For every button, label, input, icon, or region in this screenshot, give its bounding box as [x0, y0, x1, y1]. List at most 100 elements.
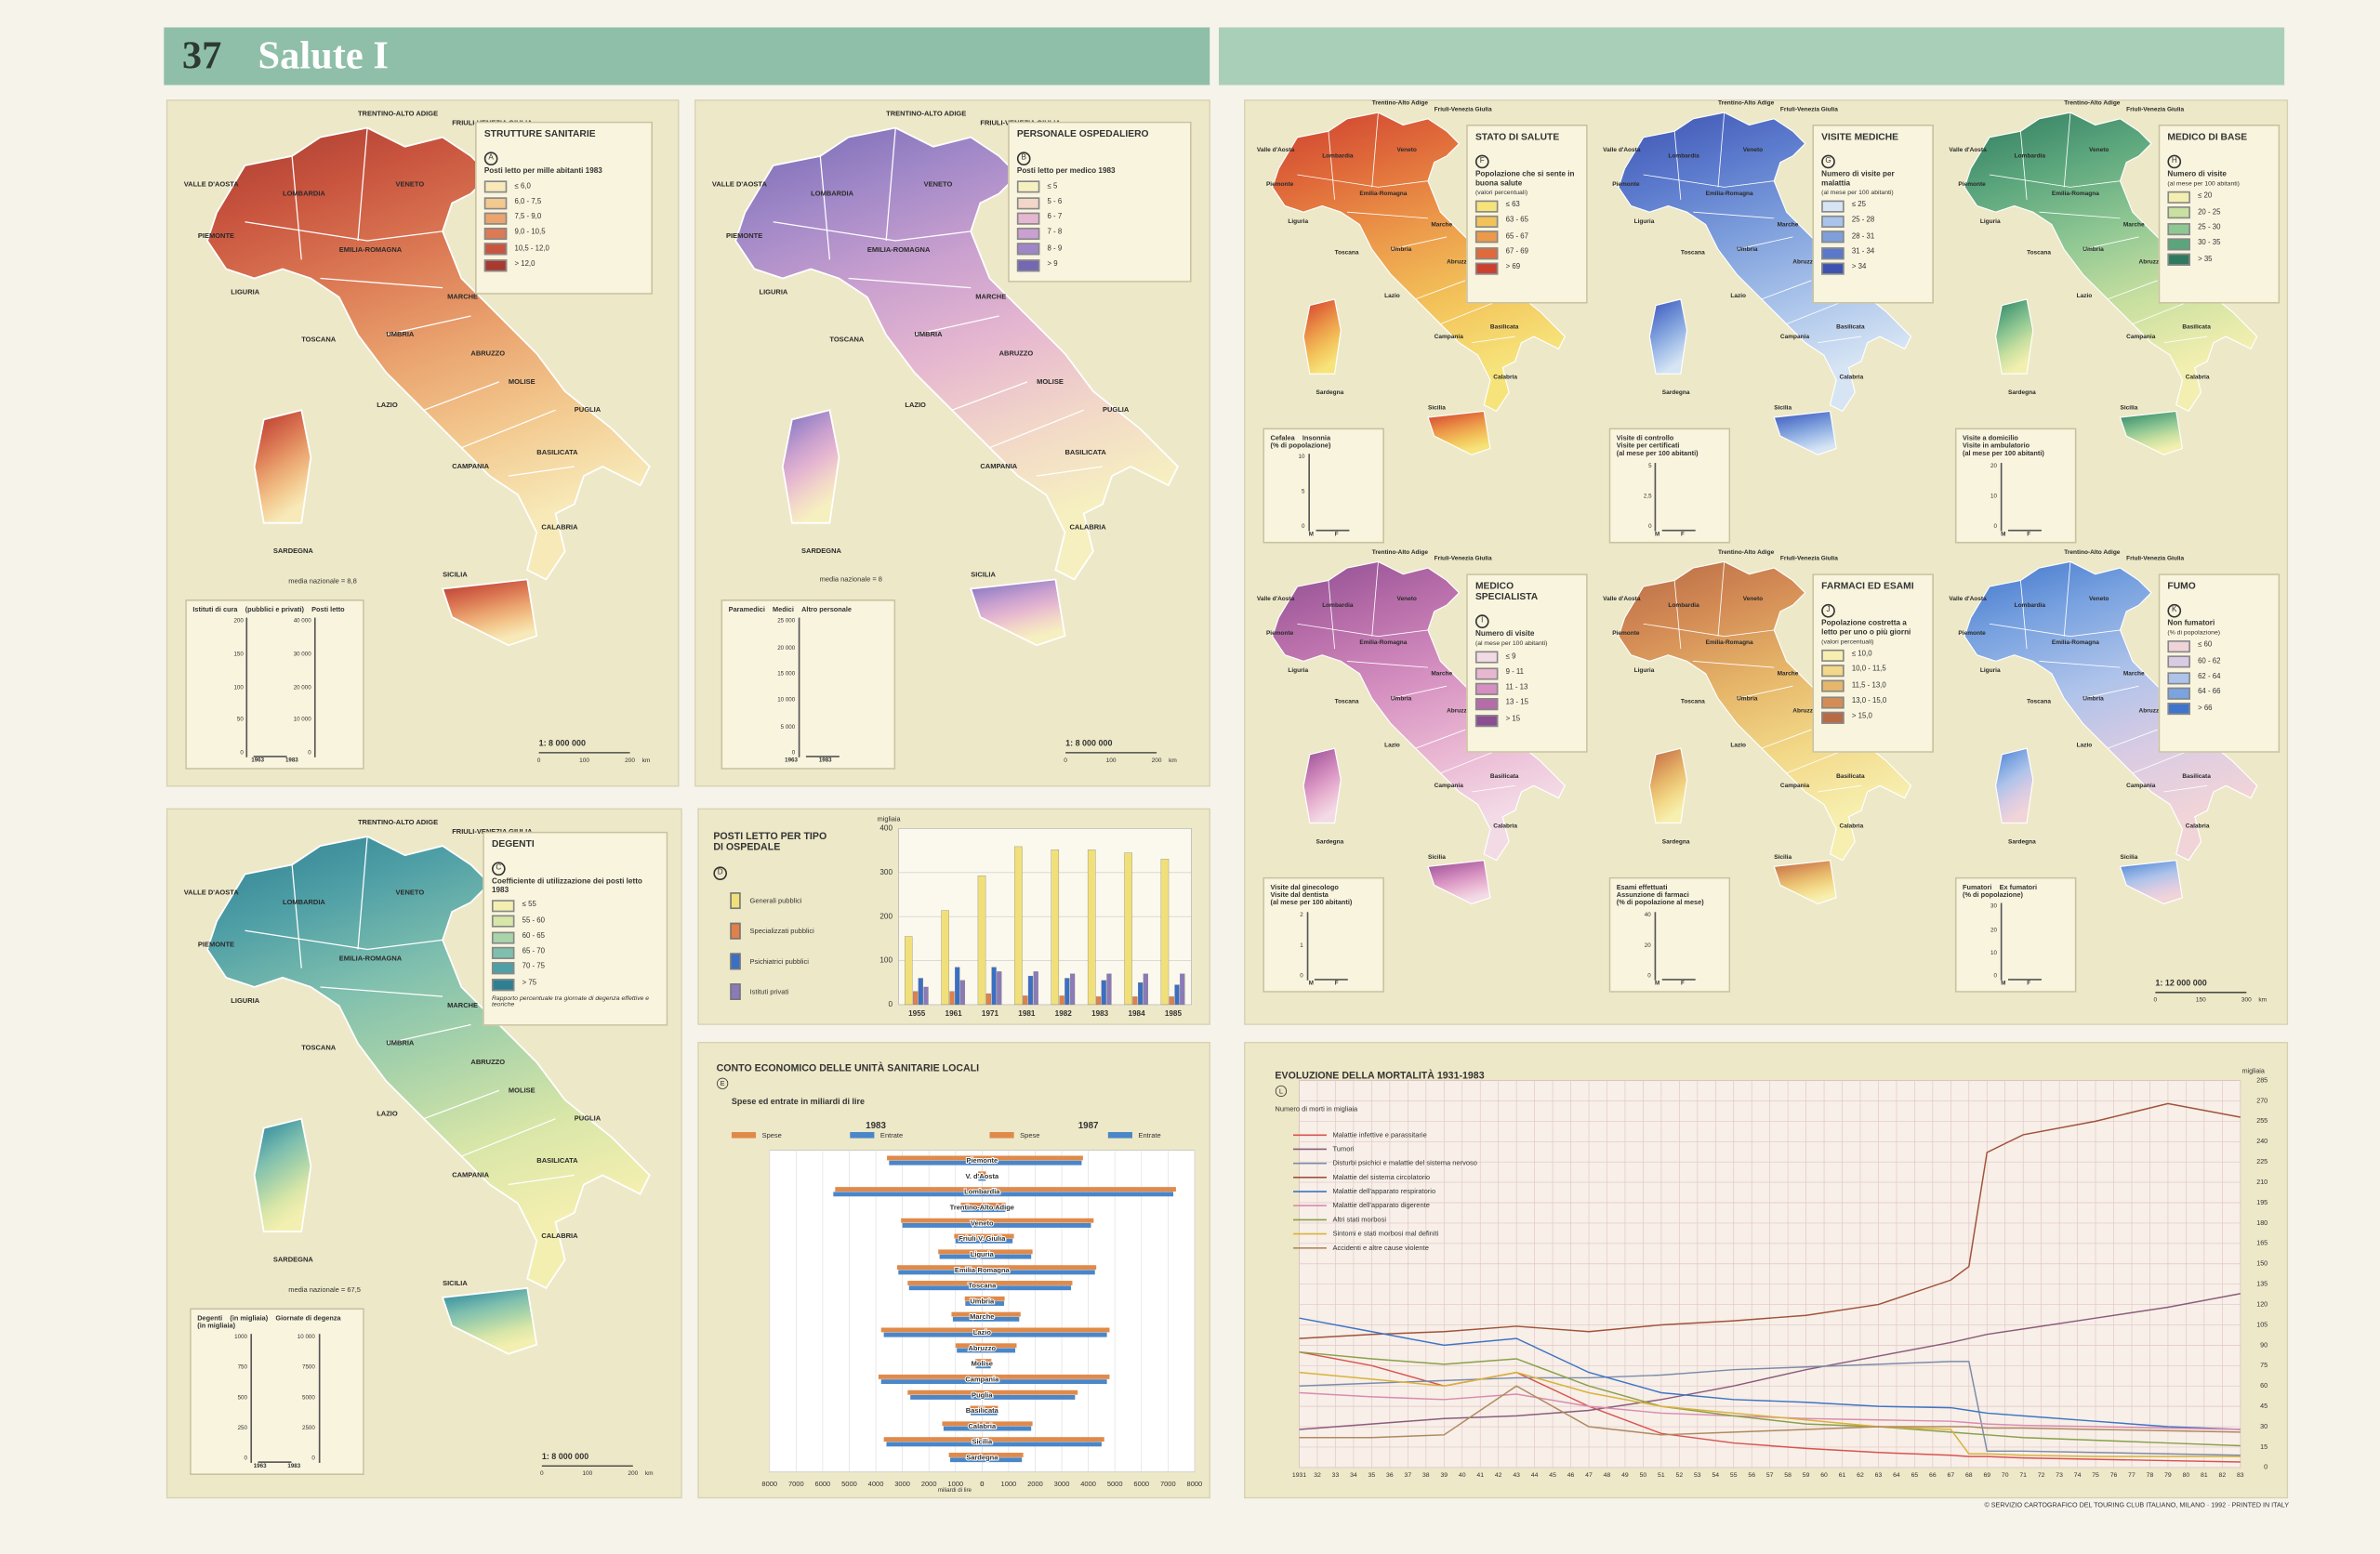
inset-tick: 5 — [1648, 462, 1652, 468]
land — [2119, 410, 2184, 455]
land — [1773, 410, 1837, 455]
region-border — [1328, 131, 1336, 200]
bar — [942, 1421, 983, 1427]
inset-label: Ex fumatori — [1999, 883, 2038, 891]
land — [1272, 560, 1566, 862]
land — [1995, 298, 2034, 375]
region-label: SICILIA — [443, 570, 468, 578]
category-label: Lombardia — [964, 1188, 1000, 1196]
legend-letter: I — [1474, 615, 1489, 629]
region-border — [773, 221, 972, 242]
region-label: EMILIA-ROMAGNA — [339, 955, 403, 963]
inset-tick: 0 — [1648, 523, 1652, 531]
legend-row: 30 - 35 — [2167, 238, 2270, 251]
region-label: Calabria — [1840, 823, 1864, 830]
region-label: Emilia-Romagna — [2052, 191, 2099, 197]
bar — [902, 1223, 983, 1228]
series-line — [1299, 1371, 2241, 1457]
bar — [978, 1171, 983, 1177]
scale-tick: 300 — [2241, 997, 2252, 1004]
region-border — [2107, 729, 2158, 749]
inset-tick: 40 000 — [293, 617, 311, 625]
inset-label: Paramedici — [728, 605, 765, 613]
legend-label: > 12,0 — [514, 260, 536, 270]
inset-label: (in migliaia) — [230, 1313, 269, 1323]
legend-label: 10,5 - 12,0 — [514, 245, 549, 254]
legend-row: 67 - 69 — [1474, 246, 1579, 259]
region-label: Liguria — [1980, 667, 2001, 674]
legend-swatch — [730, 922, 741, 940]
region-label: Lazio — [2077, 743, 2093, 749]
category-label: V. d'Aosta — [965, 1172, 999, 1180]
bar — [883, 1332, 983, 1337]
x-tick-label: 8000 — [1187, 1480, 1203, 1488]
region-label: MOLISE — [1037, 377, 1064, 386]
region-label: LOMBARDIA — [283, 898, 325, 906]
bar — [982, 1389, 1078, 1395]
region-label: MOLISE — [509, 377, 536, 386]
region-label: Abruzzo — [1792, 708, 1817, 715]
region-label: CALABRIA — [541, 1231, 578, 1240]
inset-label: (pubblici e privati) — [245, 605, 304, 613]
region-border — [386, 1023, 471, 1045]
legend-row: 60 - 65 — [491, 930, 659, 943]
x-tick-label: 4000 — [868, 1480, 884, 1488]
region-border — [2163, 784, 2208, 793]
legend-row: 60 - 62 — [2167, 656, 2270, 669]
region-label: Sardegna — [2008, 389, 2036, 396]
x-tick-label: 73 — [2056, 1472, 2063, 1479]
region-label: Liguria — [1634, 667, 1655, 674]
x-tick-label: 80 — [2183, 1472, 2190, 1479]
map — [206, 836, 651, 1355]
region-label: Abruzzo — [2139, 258, 2163, 265]
region-label: Lombardia — [1322, 153, 1354, 160]
category-label: Molise — [972, 1360, 993, 1368]
legend-unit: (al mese per 100 abitanti) — [1474, 639, 1548, 647]
x-tick-label: 40 — [1459, 1472, 1466, 1479]
legend-swatch — [1474, 682, 1499, 695]
x-tick-label: 66 — [1929, 1472, 1937, 1479]
inset-label: (al mese per 100 abitanti) — [1616, 449, 1699, 458]
bar — [1014, 846, 1023, 1006]
land — [1648, 747, 1688, 824]
legend-label: Entrate — [880, 1131, 903, 1139]
region-label: Sicilia — [2120, 854, 2137, 861]
inset-tick: 0 — [1647, 973, 1651, 980]
region-label: Friuli-Venezia Giulia — [2126, 106, 2184, 112]
x-tick-label: 1982 — [1055, 1009, 1073, 1018]
region-border — [1371, 561, 1379, 637]
legend-label: ≤ 6,0 — [514, 182, 531, 191]
bar — [898, 1270, 983, 1275]
y-tick-label: 45 — [2260, 1403, 2268, 1410]
region-label: Valle d'Aosta — [1603, 147, 1641, 153]
inset-tick: 0 — [1993, 523, 1997, 531]
legend-swatch — [1016, 180, 1040, 193]
legend-title: MEDICO SPECIALISTA — [1474, 581, 1539, 603]
bar — [1023, 995, 1028, 1006]
bar — [982, 1359, 992, 1364]
bar — [1059, 995, 1064, 1006]
inset-foot-label: 1983 — [287, 1462, 301, 1468]
y-tick-label: 15 — [2260, 1443, 2268, 1451]
chart-legend: POSTI LETTO PER TIPO DI OSPEDALE D General… — [713, 832, 826, 1000]
land — [1302, 747, 1342, 824]
legend-row: > 75 — [491, 978, 659, 991]
x-tick-label: 36 — [1386, 1472, 1394, 1479]
inset-axis — [1661, 912, 1696, 981]
legend-label: Generali pubblici — [749, 896, 802, 904]
scale-tick: 0 — [537, 757, 541, 764]
region-label: VENETO — [395, 889, 424, 897]
region-border — [2082, 236, 2139, 250]
x-tick-label: 0 — [980, 1480, 984, 1488]
inset-ticks: 1000 750 500 250 0 — [234, 1334, 252, 1463]
region-label: Valle d'Aosta — [1949, 596, 1987, 602]
x-tick-label: 76 — [2110, 1472, 2118, 1479]
legend-swatch — [1821, 711, 1844, 724]
legend-row: > 15,0 — [1821, 711, 1924, 724]
legend-unit: (al mese per 100 abitanti) — [1821, 188, 1894, 196]
legend-swatch — [2167, 687, 2190, 700]
bar — [1138, 982, 1144, 1006]
region-label: Basilicata — [1490, 324, 1519, 331]
x-tick-label: 38 — [1422, 1472, 1430, 1479]
